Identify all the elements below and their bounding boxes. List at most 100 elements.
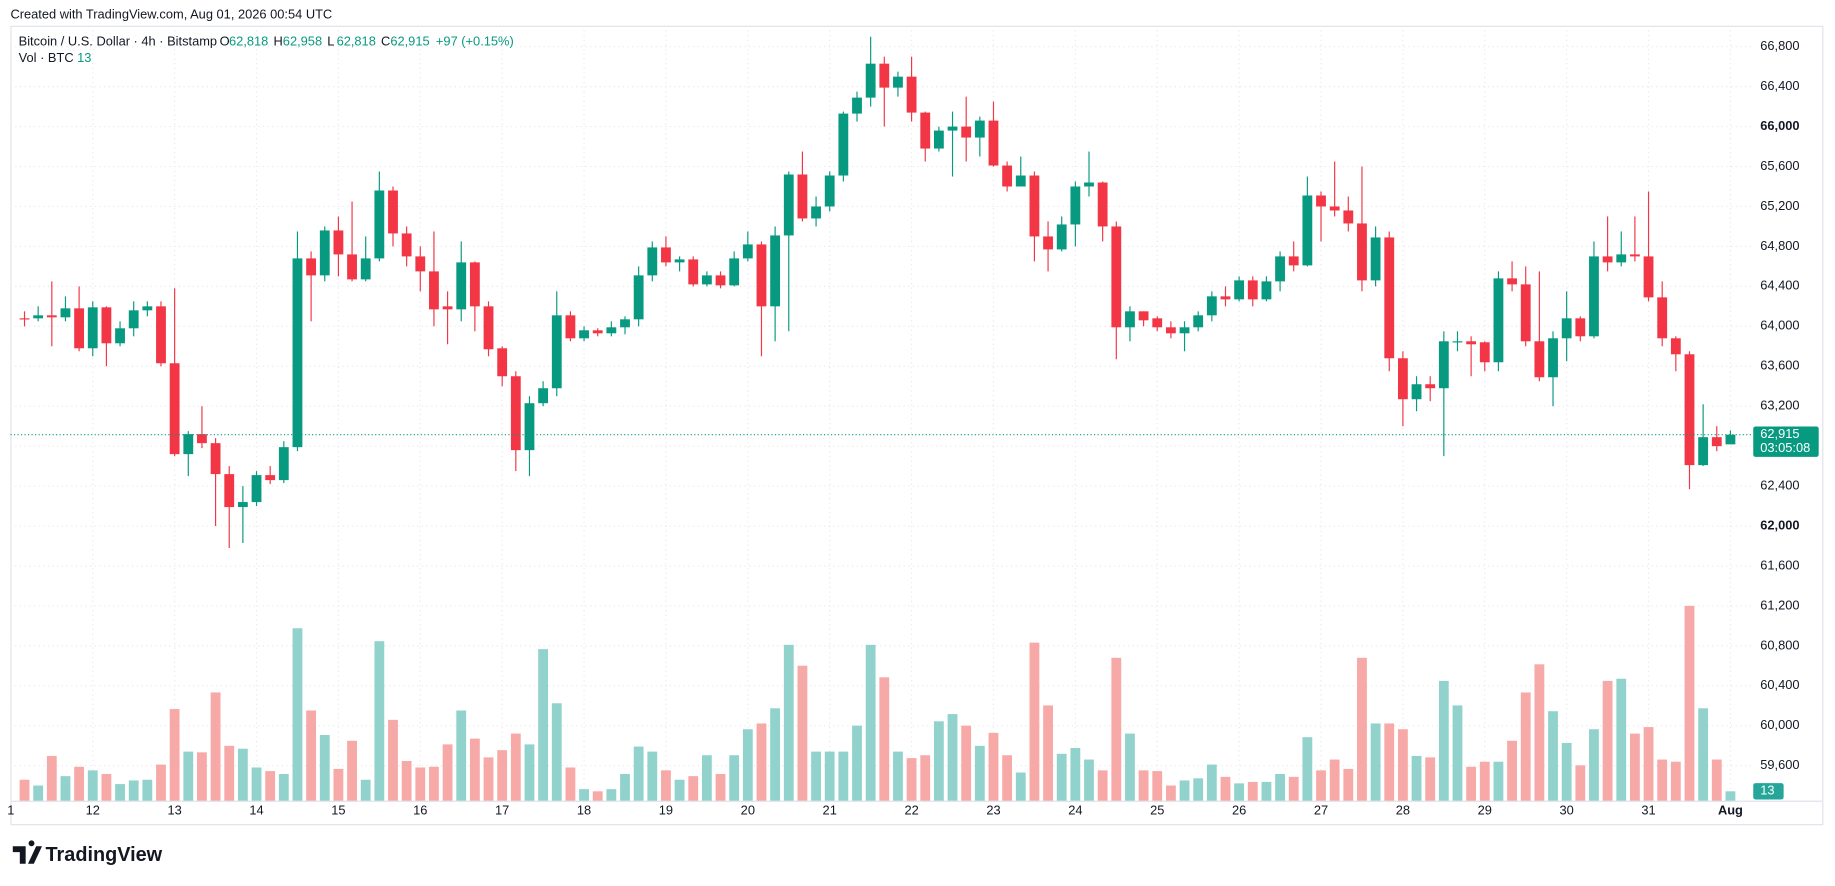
candle-body <box>811 206 821 219</box>
ohlc-key: H <box>273 33 282 48</box>
candle-body <box>483 306 494 350</box>
candle-body <box>169 363 180 455</box>
candle-body <box>1629 254 1640 257</box>
candle-body <box>510 376 521 451</box>
volume-bar <box>1711 759 1722 801</box>
candle-body <box>538 388 549 404</box>
x-tick-label: 25 <box>1150 803 1164 818</box>
volume-bar <box>1029 642 1040 801</box>
candle-body <box>961 126 972 138</box>
candle-body <box>1070 186 1081 225</box>
candle-body <box>1111 226 1122 328</box>
volume-bar <box>579 789 589 801</box>
price-change: +97 (+0.15%) <box>436 33 514 48</box>
volume-bar <box>1275 773 1285 801</box>
candle-body <box>306 258 317 276</box>
ohlc-value: 62,915 <box>390 33 429 48</box>
ohlc-value: 62,818 <box>337 33 376 48</box>
candle-body <box>620 319 630 328</box>
x-tick-label: 29 <box>1478 803 1492 818</box>
volume-bar <box>865 644 876 801</box>
candle-body <box>524 403 535 451</box>
candle-body <box>401 233 412 257</box>
candle-body <box>142 306 153 311</box>
candle-body <box>1043 236 1053 250</box>
volume-bar <box>715 773 726 801</box>
volume-bar <box>306 710 317 801</box>
candle-body <box>742 244 753 259</box>
candle-body <box>1152 318 1163 328</box>
volume-bar <box>852 725 862 801</box>
candle-body <box>1084 182 1094 187</box>
volume-bar <box>115 784 125 801</box>
volume-bar <box>1725 791 1736 801</box>
volume-bar <box>1138 770 1149 801</box>
candle-body <box>1643 256 1654 298</box>
x-tick-label: 14 <box>249 803 263 818</box>
candle-body <box>1165 327 1176 334</box>
volume-bar <box>1548 711 1558 801</box>
volume-bar <box>46 755 57 801</box>
y-tick-label: 61,200 <box>1760 597 1799 612</box>
volume-bar <box>1070 747 1081 801</box>
ohlc-key: O <box>220 33 230 48</box>
volume-bar <box>742 729 753 801</box>
volume-bar <box>974 745 985 801</box>
candle-body <box>688 259 699 285</box>
volume-bar <box>1247 781 1258 801</box>
volume-bar <box>1302 737 1313 801</box>
candle-body <box>1316 195 1326 207</box>
volume-bar <box>606 789 617 801</box>
candle-body <box>865 63 876 98</box>
candle-body <box>1725 434 1736 445</box>
volume-bar <box>456 710 467 801</box>
x-tick-label: 24 <box>1068 803 1082 818</box>
volume-bar <box>292 628 303 801</box>
y-tick-label: 66,800 <box>1760 38 1799 53</box>
volume-bar <box>197 752 207 801</box>
candle-body <box>974 120 985 138</box>
volume-bar <box>1602 680 1613 801</box>
y-tick-label: 62,000 <box>1760 517 1799 532</box>
volume-bar <box>1397 729 1408 801</box>
candle-body <box>797 174 808 219</box>
volume-bar <box>1411 755 1422 801</box>
volume-bar <box>224 745 235 801</box>
candle-body <box>852 97 862 114</box>
volume-bar <box>1438 680 1449 801</box>
candle-body <box>33 315 44 319</box>
volume-bar <box>60 776 71 801</box>
candle-body <box>1657 297 1668 339</box>
volume-bar <box>674 779 685 801</box>
candle-body <box>838 113 849 176</box>
volume-bar <box>947 714 958 801</box>
x-tick-label: 13 <box>167 803 181 818</box>
candle-body <box>87 307 98 349</box>
volume-bar <box>1507 740 1517 801</box>
volume-bar <box>237 748 248 801</box>
candle-body <box>729 258 740 286</box>
y-tick-label: 64,800 <box>1760 238 1799 253</box>
candle-body <box>1329 206 1340 211</box>
candle-body <box>1193 315 1204 328</box>
candle-body <box>46 315 57 318</box>
candle-body <box>770 235 781 307</box>
y-tick-label: 64,400 <box>1760 278 1799 293</box>
volume-bar <box>183 751 194 801</box>
candle-body <box>347 254 357 280</box>
candle-body <box>579 330 589 339</box>
volume-bar <box>1193 778 1204 801</box>
volume-bar <box>265 771 276 801</box>
volume-bar <box>442 744 453 801</box>
volume-bar <box>1384 723 1395 801</box>
volume-bar <box>783 644 794 801</box>
candle-body <box>415 256 426 272</box>
volume-bar <box>374 641 385 801</box>
candle-body <box>701 275 712 285</box>
volume-bar <box>251 767 262 801</box>
volume-box <box>1753 783 1784 800</box>
volume-bar <box>1316 770 1326 801</box>
volume-bar <box>838 751 849 801</box>
candle-layer <box>19 36 1736 549</box>
candle-body <box>920 112 931 149</box>
